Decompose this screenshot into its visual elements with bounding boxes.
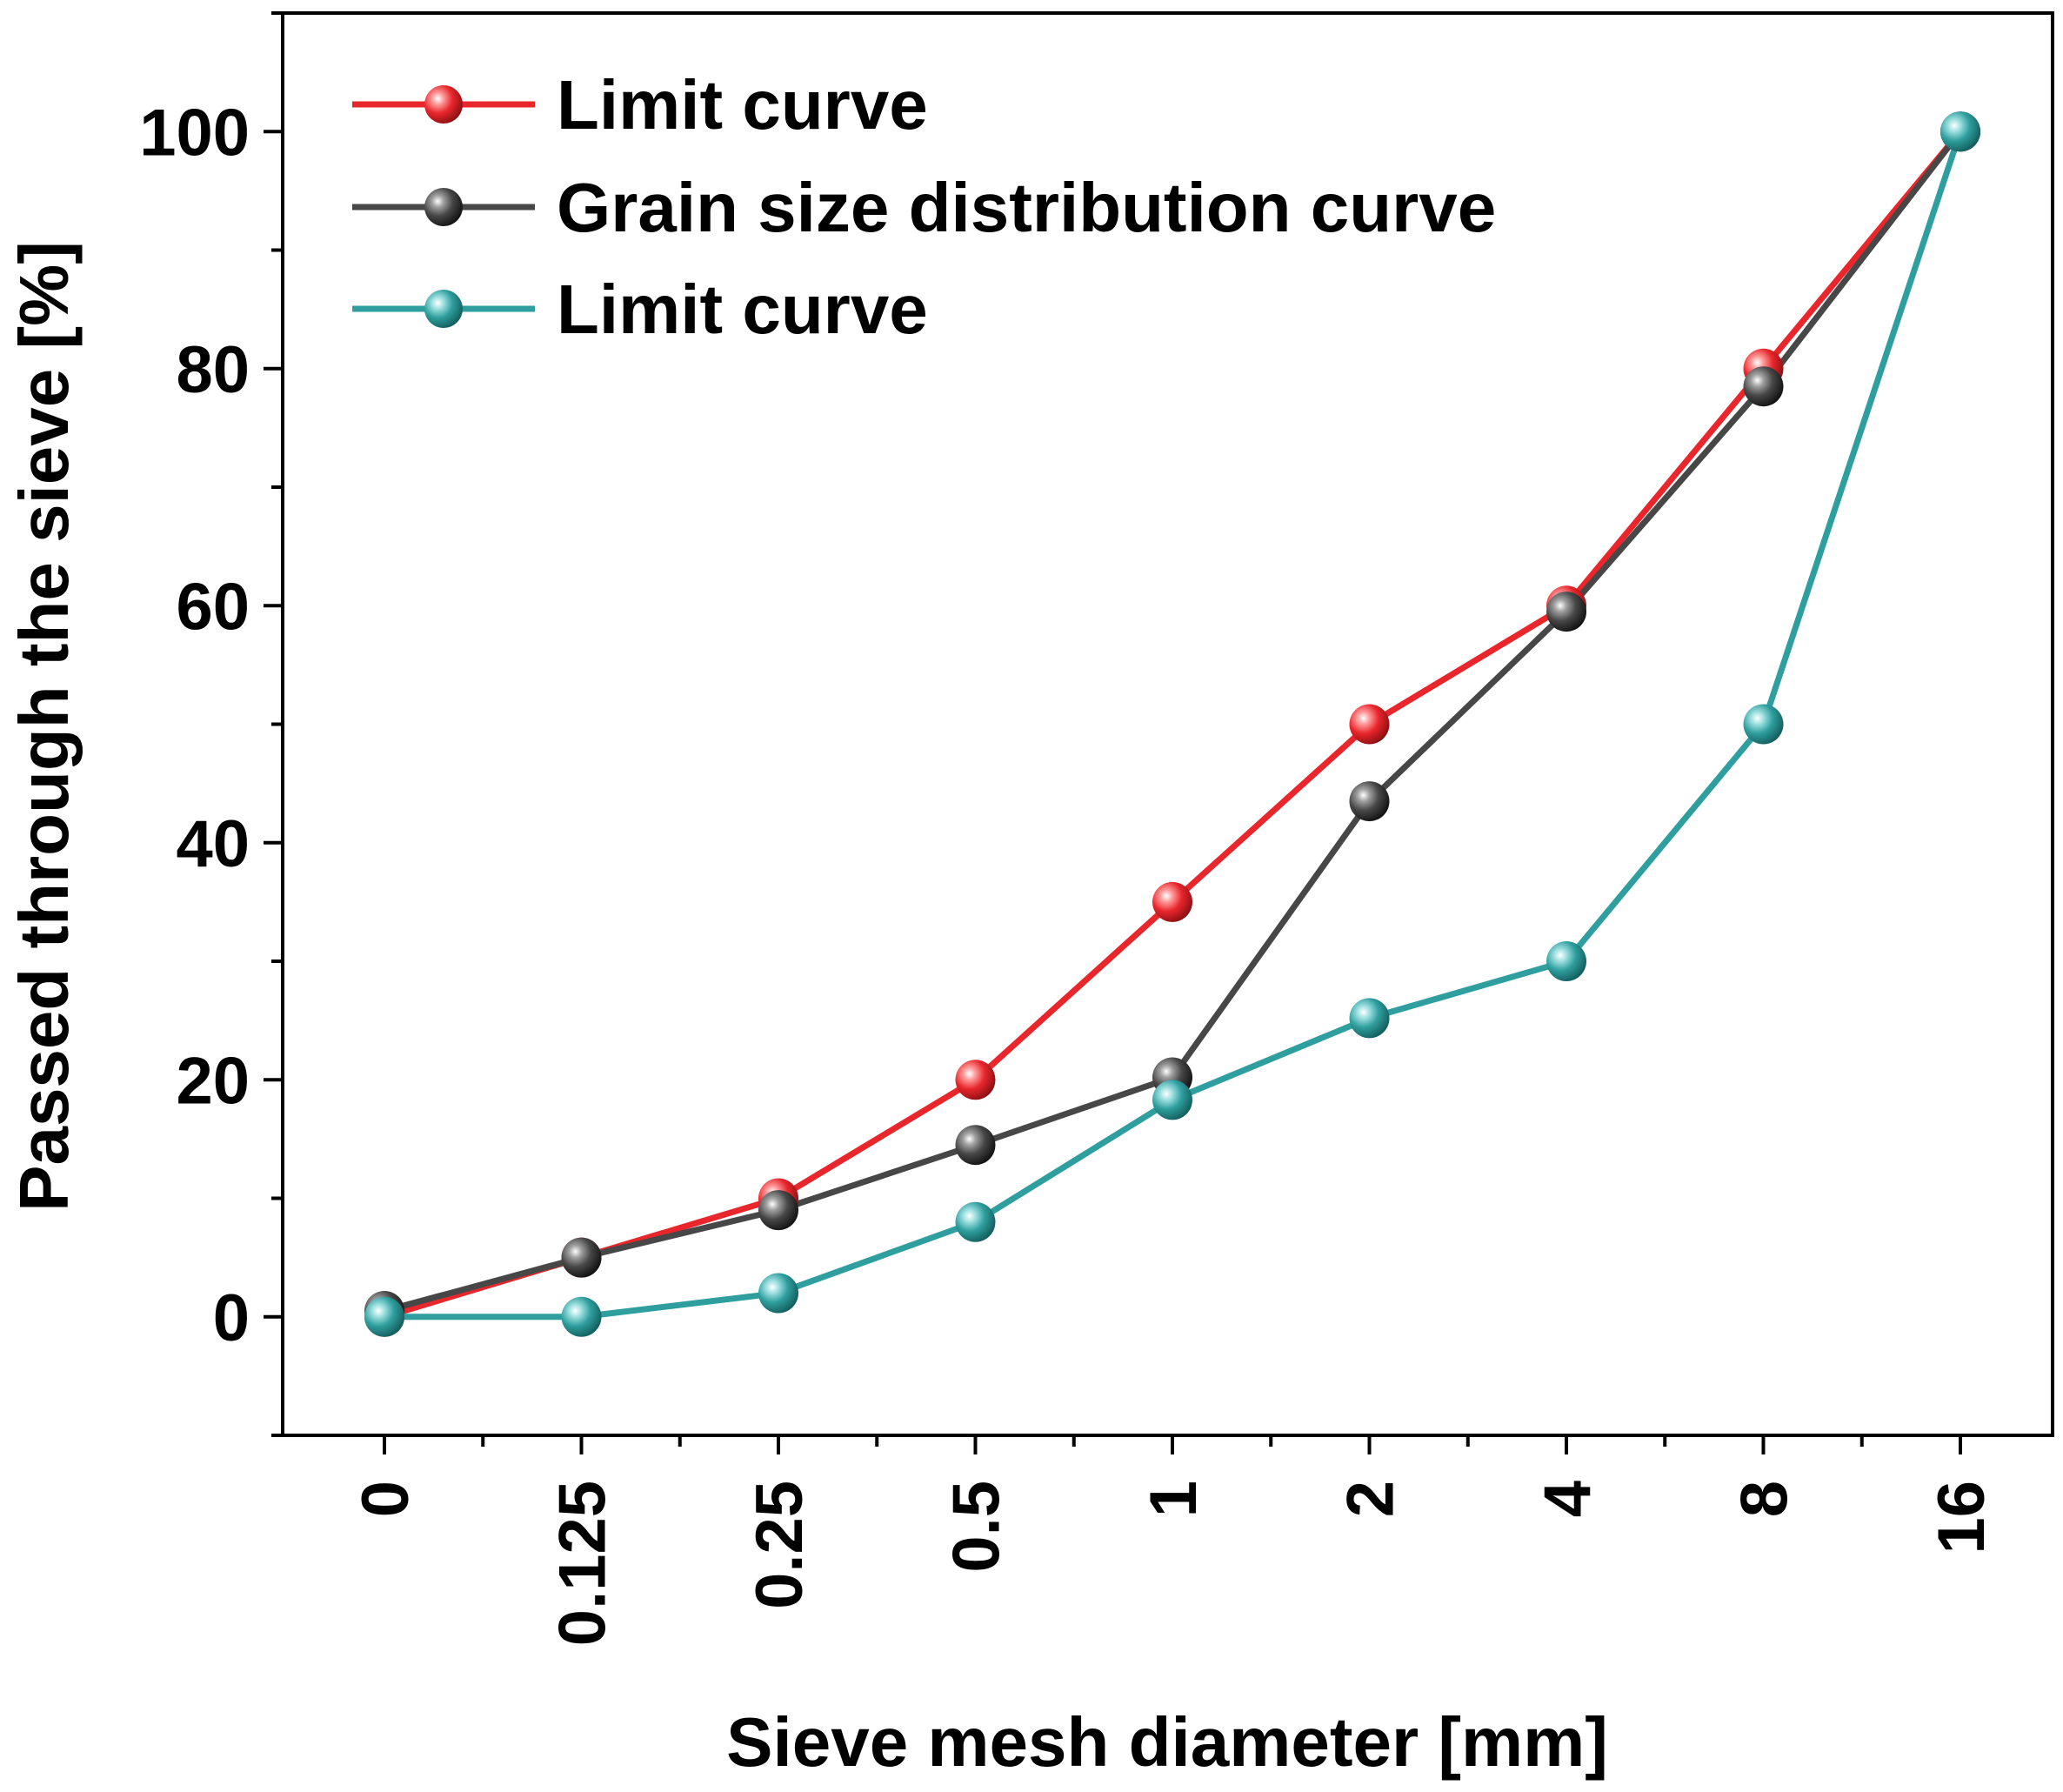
data-point-series-1 [955,1125,996,1166]
x-tick-label: 0.5 [940,1481,1014,1573]
y-tick-label: 60 [176,570,250,644]
data-point-series-0 [955,1060,996,1100]
series-points [364,111,1980,1337]
data-point-series-2 [1349,998,1390,1039]
legend-marker-teal [424,290,463,328]
x-tick-label: 0.25 [743,1481,817,1609]
legend-label-limit-curve-red: Limit curve [557,66,928,144]
data-point-series-2 [955,1201,996,1242]
x-tick-label: 2 [1334,1481,1408,1517]
data-point-series-1 [1743,366,1784,407]
data-point-series-1 [561,1237,602,1278]
data-point-series-2 [758,1273,798,1314]
x-axis-ticks: 0 0.125 0.25 0.5 1 2 4 8 16 [349,1435,1999,1646]
y-axis-ticks: 0 20 40 60 80 100 [139,11,283,1437]
legend-item-limit-curve-red: Limit curve [352,66,928,144]
data-point-series-2 [1940,111,1980,152]
x-axis-title: Sieve mesh diameter [mm] [726,1703,1608,1781]
data-point-series-1 [758,1190,798,1231]
data-point-series-2 [1743,704,1784,745]
data-point-series-1 [1546,592,1586,632]
y-axis-title: Passed through the sieve [%] [5,241,83,1212]
data-point-series-1 [1349,781,1390,822]
legend-label-grain-size: Grain size distribution curve [557,169,1496,246]
x-tick-label: 4 [1531,1481,1605,1517]
legend-item-grain-size: Grain size distribution curve [352,169,1496,246]
data-point-series-2 [1152,1080,1192,1120]
y-tick-label: 20 [176,1044,250,1118]
x-tick-label: 1 [1137,1481,1211,1517]
y-tick-label: 0 [213,1281,250,1355]
data-point-series-0 [1152,881,1192,922]
data-point-series-0 [1349,704,1390,745]
x-tick-label: 16 [1925,1481,1999,1555]
legend-label-limit-curve-teal: Limit curve [557,271,928,348]
legend-marker-red [424,85,463,124]
y-tick-label: 80 [176,333,250,407]
y-tick-label: 40 [176,807,250,881]
x-tick-label: 0.125 [546,1481,620,1646]
data-point-series-2 [364,1296,404,1337]
x-tick-label: 0 [349,1481,423,1517]
data-point-series-2 [1546,941,1586,981]
y-tick-label: 100 [139,96,250,170]
data-point-series-2 [561,1296,602,1337]
legend-marker-gray [424,188,463,226]
x-tick-label: 8 [1728,1481,1802,1517]
legend: Limit curve Grain size distribution curv… [352,66,1496,348]
legend-item-limit-curve-teal: Limit curve [352,271,928,348]
